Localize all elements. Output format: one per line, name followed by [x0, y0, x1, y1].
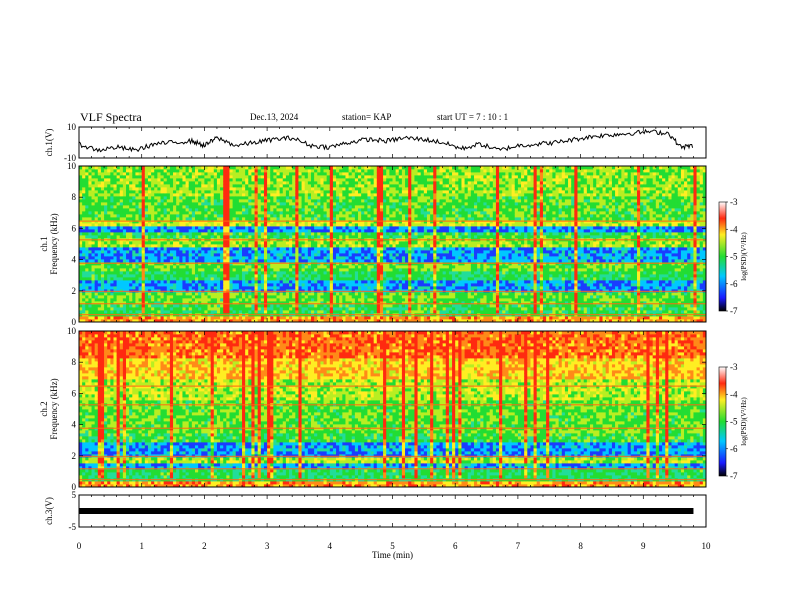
spectrogram-ch1-band-line — [79, 263, 706, 264]
ch1-ylabel: ch.1(V) — [44, 129, 54, 157]
spectrogram-ch2-ytick-label: 4 — [72, 420, 77, 430]
x-tick-label: 4 — [328, 541, 333, 551]
spectrogram-ch1-ytick-label: 10 — [67, 161, 77, 171]
colorbar-ch1-tick-label: -7 — [730, 306, 738, 316]
x-tick-label: 3 — [265, 541, 270, 551]
ch3-ylabel: ch.3(V) — [44, 497, 54, 525]
spectrogram-ch2-ylabel: ch.2 — [39, 401, 49, 416]
spectrogram-ch1-ytick-label: 8 — [72, 192, 77, 202]
spectrogram-ch1-band-line — [79, 239, 706, 240]
colorbar-ch2-tick-label: -5 — [730, 417, 738, 427]
spectrogram-ch1-band-line — [79, 291, 706, 292]
colorbar-ch1-tick-label: -4 — [730, 224, 738, 234]
x-tick-label: 10 — [702, 541, 712, 551]
spectrogram-ch2-ylabel: Frequency (kHz) — [49, 378, 59, 439]
x-tick-label: 9 — [641, 541, 646, 551]
x-tick-label: 6 — [453, 541, 458, 551]
spectrogram-ch1-ytick-label: 6 — [72, 223, 77, 233]
colorbar-ch2-label: log(PSD)(V²/Hz) — [740, 397, 748, 446]
spectrogram-ch2-ytick-label: 6 — [72, 388, 77, 398]
colorbar-ch2 — [719, 367, 726, 476]
colorbar-ch2-tick-label: -4 — [730, 389, 738, 399]
spectrogram-ch2-band-line — [79, 428, 706, 429]
spectrogram-ch1-band-line — [79, 221, 706, 222]
spectrogram-ch2-band-line — [79, 404, 706, 405]
spectrogram-ch2-ytick-label: 10 — [67, 326, 77, 336]
ch1-voltage-line — [79, 130, 693, 152]
spectrogram-ch2-ytick-label: 8 — [72, 357, 77, 367]
spectrogram-ch2-band-line — [79, 468, 706, 469]
colorbar-ch2-tick-label: -6 — [730, 444, 738, 454]
x-tick-label: 1 — [139, 541, 144, 551]
spectrogram-ch2-ytick-label: 2 — [72, 451, 77, 461]
spectrogram-ch1 — [79, 166, 706, 322]
colorbar-ch1-tick-label: -3 — [730, 197, 738, 207]
ch3-ytick-label: -5 — [69, 522, 77, 532]
spectrogram-ch1-ylabel: Frequency (kHz) — [49, 213, 59, 274]
ch1-ytick-label: 10 — [67, 122, 77, 132]
ch3-ytick-label: 5 — [72, 490, 77, 500]
spectrogram-ch2-band-line — [79, 456, 706, 457]
x-tick-label: 0 — [77, 541, 82, 551]
colorbar-ch1-label: log(PSD)(V²/Hz) — [740, 232, 748, 281]
x-axis-label: Time (min) — [372, 550, 413, 560]
spectrogram-ch2-band-line — [79, 479, 706, 480]
x-tick-label: 7 — [516, 541, 521, 551]
spectrogram-ch1-band-line — [79, 314, 706, 315]
spectrogram-ch2 — [79, 331, 706, 487]
x-tick-label: 2 — [202, 541, 207, 551]
spectrogram-ch1-ytick-label: 2 — [72, 286, 77, 296]
x-tick-label: 8 — [578, 541, 583, 551]
colorbar-ch2-tick-label: -7 — [730, 471, 738, 481]
colorbar-ch1-tick-label: -5 — [730, 252, 738, 262]
spectrogram-ch2-band-line — [79, 386, 706, 387]
spectrogram-ch1-ytick-label: 4 — [72, 255, 77, 265]
colorbar-ch1 — [719, 202, 726, 311]
colorbar-ch1-tick-label: -6 — [730, 279, 738, 289]
colorbar-ch2-tick-label: -3 — [730, 362, 738, 372]
spectrogram-ch1-band-line — [79, 303, 706, 304]
spectrogram-ch1-ylabel: ch.1 — [39, 236, 49, 251]
